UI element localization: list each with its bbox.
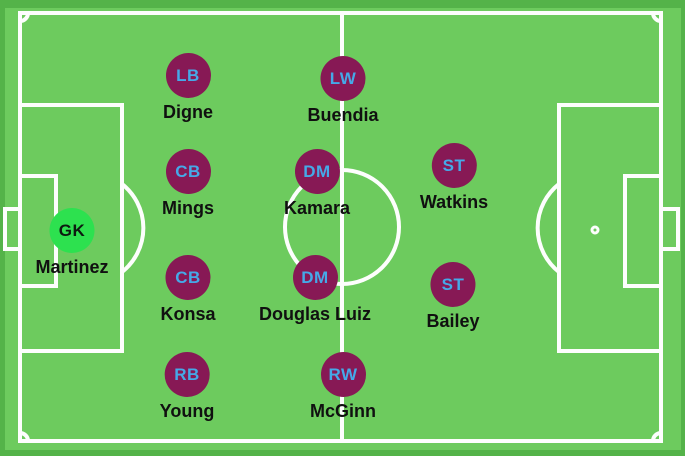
player-name: Young <box>159 401 215 421</box>
left-penalty-arc <box>120 182 146 274</box>
position-badge: GK <box>58 220 86 240</box>
player-disc: LW <box>320 56 366 101</box>
position-badge: LW <box>329 68 357 88</box>
position-badge: DM <box>303 161 331 181</box>
player-name: Bailey <box>426 311 480 331</box>
position-badge: CB <box>175 161 201 181</box>
player-disc: CB <box>165 149 211 194</box>
player-disc: ST <box>431 143 477 188</box>
player-marker-striker-2[interactable]: ST Bailey <box>426 262 480 332</box>
position-badge: DM <box>301 267 329 287</box>
right-goal <box>659 207 680 251</box>
player-disc: RW <box>320 352 366 397</box>
player-marker-defensive-mid-2[interactable]: DM Douglas Luiz <box>259 255 371 325</box>
position-badge: ST <box>442 155 466 175</box>
player-marker-striker-1[interactable]: ST Watkins <box>420 143 488 213</box>
player-disc: RB <box>164 352 210 397</box>
right-penalty-spot <box>590 225 600 235</box>
position-badge: RB <box>174 364 200 384</box>
corner-arc-bottom-left <box>19 431 30 442</box>
player-disc: GK <box>49 208 95 253</box>
player-marker-left-back[interactable]: LB Digne <box>163 53 213 123</box>
right-penalty-area <box>557 103 663 353</box>
right-penalty-arc <box>535 182 561 274</box>
position-badge: LB <box>176 65 200 85</box>
player-marker-right-back[interactable]: RB Young <box>159 352 215 422</box>
corner-arc-top-left <box>19 12 30 23</box>
player-name: Digne <box>162 102 214 122</box>
player-name: Martinez <box>35 257 109 277</box>
player-marker-left-winger[interactable]: LW Buendia <box>307 56 379 126</box>
player-disc: CB <box>165 255 211 300</box>
player-disc: DM <box>294 149 340 194</box>
player-marker-defensive-mid-1[interactable]: DM Kamara <box>284 149 350 219</box>
left-goal <box>3 207 22 251</box>
player-name: Mings <box>162 198 214 218</box>
player-disc: DM <box>292 255 338 300</box>
position-badge: ST <box>441 274 465 294</box>
player-name: Konsa <box>160 304 216 324</box>
player-marker-center-back-1[interactable]: CB Mings <box>162 149 214 219</box>
player-marker-right-winger[interactable]: RW McGinn <box>310 352 376 422</box>
player-name: McGinn <box>310 401 376 421</box>
position-badge: CB <box>175 267 201 287</box>
corner-arc-bottom-right <box>651 431 662 442</box>
player-name: Kamara <box>283 198 351 218</box>
center-circle <box>283 168 401 286</box>
player-marker-goalkeeper[interactable]: GK Martinez <box>35 208 109 278</box>
player-name: Douglas Luiz <box>259 304 371 324</box>
position-badge: RW <box>328 364 358 384</box>
player-marker-center-back-2[interactable]: CB Konsa <box>160 255 216 325</box>
right-six-yard-box <box>623 174 663 288</box>
player-disc: ST <box>430 262 476 307</box>
corner-arc-top-right <box>651 12 662 23</box>
player-name: Watkins <box>419 192 489 212</box>
player-name: Buendia <box>307 105 379 125</box>
player-disc: LB <box>165 53 211 98</box>
